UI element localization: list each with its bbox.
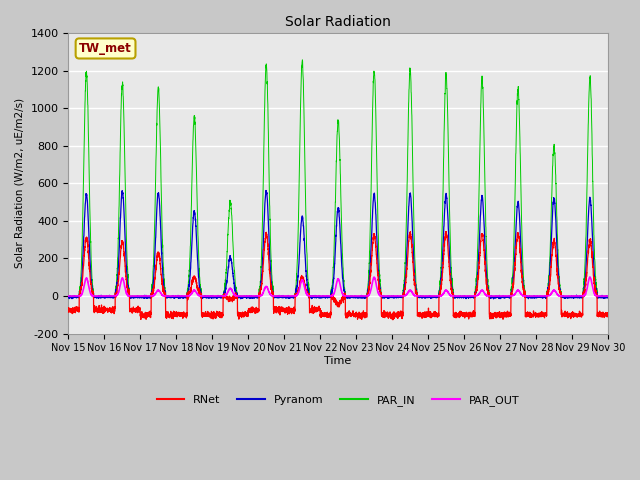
PAR_OUT: [161, 293, 169, 299]
PAR_OUT: [604, 293, 611, 299]
PAR_IN: [604, 293, 611, 299]
Pyranom: [161, 291, 169, 297]
RNet: [429, 313, 437, 319]
RNet: [604, 313, 611, 319]
Pyranom: [318, 294, 326, 300]
PAR_IN: [429, 293, 437, 299]
PAR_OUT: [490, 293, 497, 299]
PAR_OUT: [604, 293, 612, 299]
PAR_OUT: [65, 293, 72, 299]
RNet: [604, 312, 612, 318]
RNet: [389, 317, 397, 323]
PAR_OUT: [318, 293, 326, 299]
PAR_OUT: [459, 293, 467, 299]
Text: TW_met: TW_met: [79, 42, 132, 55]
Pyranom: [490, 294, 497, 300]
Line: Pyranom: Pyranom: [68, 191, 608, 299]
PAR_IN: [604, 293, 612, 299]
PAR_IN: [459, 293, 467, 299]
Title: Solar Radiation: Solar Radiation: [285, 15, 391, 29]
Pyranom: [262, 188, 270, 193]
Pyranom: [490, 296, 497, 302]
PAR_OUT: [370, 274, 378, 280]
PAR_IN: [161, 290, 169, 296]
Line: PAR_OUT: PAR_OUT: [68, 277, 608, 296]
Pyranom: [429, 293, 437, 299]
Pyranom: [65, 294, 72, 300]
Y-axis label: Solar Radiation (W/m2, uE/m2/s): Solar Radiation (W/m2, uE/m2/s): [15, 98, 25, 268]
Pyranom: [604, 295, 611, 300]
RNet: [442, 228, 450, 234]
RNet: [161, 291, 169, 297]
Pyranom: [604, 295, 612, 300]
RNet: [318, 312, 326, 318]
Pyranom: [459, 294, 467, 300]
X-axis label: Time: Time: [324, 356, 352, 366]
PAR_OUT: [429, 293, 437, 299]
PAR_IN: [299, 57, 307, 63]
RNet: [65, 306, 72, 312]
Line: PAR_IN: PAR_IN: [68, 60, 608, 296]
PAR_IN: [490, 293, 497, 299]
Legend: RNet, Pyranom, PAR_IN, PAR_OUT: RNet, Pyranom, PAR_IN, PAR_OUT: [152, 390, 524, 410]
PAR_IN: [318, 293, 326, 299]
RNet: [490, 311, 497, 316]
PAR_IN: [65, 293, 72, 299]
Line: RNet: RNet: [68, 231, 608, 320]
RNet: [460, 311, 467, 316]
